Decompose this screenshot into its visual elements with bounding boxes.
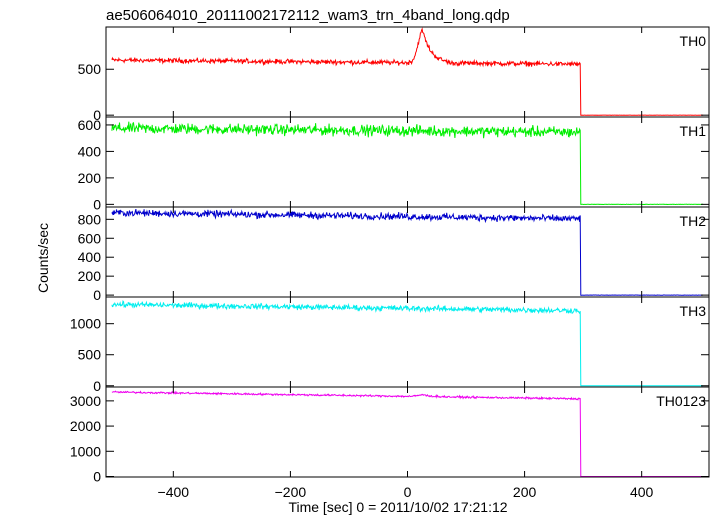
panel-label: TH1 (680, 123, 707, 139)
y-tick-label: 0 (93, 378, 101, 394)
x-tick-label: 200 (513, 484, 537, 500)
y-tick-label: 0 (93, 107, 101, 123)
panel-label: TH0123 (656, 393, 706, 409)
panel-label: TH3 (680, 303, 707, 319)
y-tick-label: 400 (78, 143, 102, 159)
y-tick-label: 1000 (70, 443, 101, 459)
series-line-th2 (111, 208, 704, 296)
y-tick-label: 600 (78, 117, 102, 133)
y-tick-label: 800 (78, 211, 102, 227)
y-tick-label: 200 (78, 170, 102, 186)
y-tick-label: 500 (78, 347, 102, 363)
x-tick-label: −200 (275, 484, 307, 500)
panel-th0: 0 500 TH0 (78, 26, 710, 123)
panel-th0123: 0 1000 2000 3000 TH0123 (70, 386, 710, 484)
panel-frame (105, 386, 710, 478)
panel-th1: 0 200 400 600 TH1 (78, 116, 710, 212)
x-axis-label: Time [sec] 0 = 2011/10/02 17:21:12 (288, 499, 507, 515)
panel-frame (105, 296, 710, 388)
panel-label: TH2 (680, 213, 707, 229)
y-tick-label: 500 (78, 61, 102, 77)
y-tick-label: 200 (78, 268, 102, 284)
panels-group: 0 500 TH0 0 200 400 600 TH1 0 200 400 600 800 TH2 0 500… (70, 26, 710, 500)
x-tick-label: 400 (630, 484, 654, 500)
panel-frame (105, 206, 710, 298)
y-tick-label: 1000 (70, 316, 101, 332)
series-line-th0 (111, 27, 704, 116)
panel-th2: 0 200 400 600 800 TH2 (78, 206, 710, 303)
panel-frame (105, 26, 710, 118)
y-tick-label: 0 (93, 468, 101, 484)
y-tick-label: 3000 (70, 393, 101, 409)
series-line-th3 (111, 299, 704, 387)
y-tick-label: 400 (78, 249, 102, 265)
y-tick-label: 600 (78, 230, 102, 246)
panel-th3: 0 500 1000 TH3 (70, 296, 710, 394)
x-tick-label: −400 (158, 484, 190, 500)
y-tick-label: 2000 (70, 418, 101, 434)
series-line-th1 (111, 121, 704, 206)
y-tick-label: 0 (93, 287, 101, 303)
y-tick-label: 0 (93, 196, 101, 212)
panel-label: TH0 (680, 33, 707, 49)
series-line-th0123 (111, 390, 704, 477)
y-axis-label: Counts/sec (35, 223, 51, 293)
x-tick-label: 0 (404, 484, 412, 500)
chart-title: ae506064010_20111002172112_wam3_trn_4ban… (106, 7, 510, 24)
